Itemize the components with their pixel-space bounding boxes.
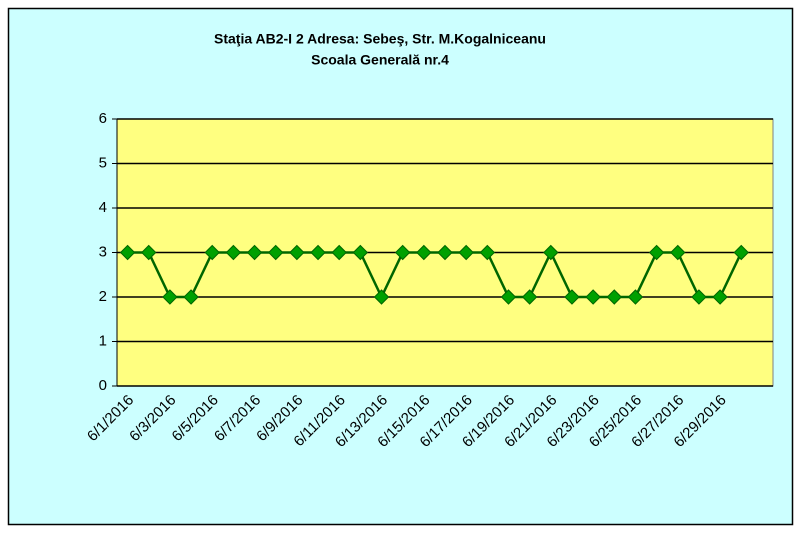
data-point: [521, 289, 538, 305]
data-point: [373, 289, 390, 305]
data-point: [162, 289, 178, 305]
data-point: [543, 244, 559, 261]
data-point: [119, 244, 136, 261]
data-point: [627, 289, 644, 305]
data-point: [585, 289, 601, 305]
data-point: [606, 289, 622, 305]
y-tick-label: 1: [99, 332, 107, 349]
y-tick-label: 5: [99, 154, 107, 171]
y-tick-label: 0: [99, 377, 107, 394]
data-point: [437, 244, 453, 261]
y-tick-label: 2: [99, 288, 107, 305]
data-point: [289, 244, 305, 261]
data-point: [204, 244, 220, 261]
y-tick-label: 3: [99, 243, 107, 260]
data-point: [183, 289, 199, 305]
data-point: [331, 244, 347, 261]
data-point: [564, 289, 580, 305]
data-point: [712, 289, 728, 305]
data-point: [458, 244, 474, 261]
chart-title: Staţia AB2-I 2 Adresa: Sebeş, Str. M.Kog…: [214, 31, 546, 47]
data-point: [246, 244, 263, 261]
data-point: [225, 244, 242, 261]
y-tick-label: 4: [99, 199, 107, 216]
data-point: [394, 244, 411, 261]
chart-subtitle: Scoala Generală nr.4: [311, 52, 449, 68]
data-point: [310, 244, 326, 261]
data-point: [733, 244, 749, 261]
data-point: [268, 244, 284, 261]
data-point: [416, 244, 432, 261]
data-point: [648, 244, 665, 261]
y-tick-label: 6: [99, 110, 107, 127]
data-point: [500, 289, 517, 305]
data-point: [670, 244, 686, 261]
data-point: [141, 244, 157, 261]
data-point: [352, 244, 369, 261]
data-point: [691, 289, 707, 305]
data-point: [479, 244, 496, 261]
